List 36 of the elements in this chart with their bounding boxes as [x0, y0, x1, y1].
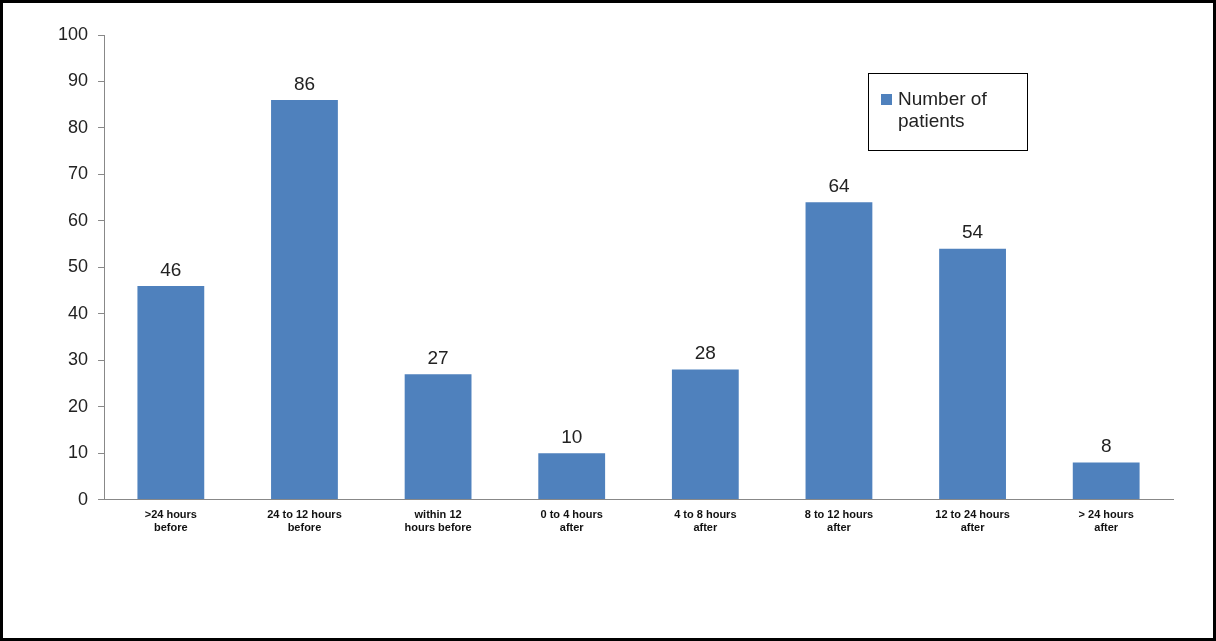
x-tick-label: 12 to 24 hours after	[935, 508, 1010, 534]
y-tick-label: 20	[68, 395, 89, 416]
bar	[538, 453, 606, 500]
legend-label: Number of patients	[898, 88, 988, 132]
y-tick-label: 10	[68, 442, 89, 463]
y-tick-label: 100	[57, 23, 89, 44]
y-tick-label: 90	[68, 70, 89, 91]
data-label: 8	[1100, 435, 1112, 457]
bar	[404, 374, 472, 500]
data-label: 27	[427, 346, 449, 368]
bar	[805, 202, 873, 500]
y-tick-label: 80	[68, 116, 89, 137]
bar	[271, 100, 338, 500]
bar	[1072, 462, 1140, 500]
x-tick-label: 8 to 12 hours after	[804, 508, 874, 534]
data-label: 64	[828, 174, 850, 196]
data-label: 86	[293, 72, 316, 94]
y-tick-label: 50	[68, 256, 89, 277]
x-tick-label: >24 hours before	[144, 508, 197, 534]
bar	[137, 285, 205, 500]
data-label: 28	[694, 342, 716, 364]
y-tick-label: 70	[68, 163, 89, 184]
data-label: 46	[160, 258, 182, 280]
y-tick-label: 30	[68, 349, 89, 370]
x-tick-label: 0 to 4 hours after	[540, 508, 603, 534]
data-label: 10	[561, 425, 583, 447]
data-label: 54	[962, 221, 984, 243]
bar	[939, 248, 1006, 500]
x-tick-label: 4 to 8 hours after	[674, 508, 737, 534]
y-tick-label: 40	[68, 302, 89, 323]
x-tick-label: within 12 hours before	[404, 508, 472, 534]
y-tick-label: 60	[68, 209, 89, 230]
x-tick-label: 24 to 12 hours before	[267, 508, 342, 534]
y-tick-label: 0	[78, 488, 89, 509]
bar	[671, 369, 739, 500]
x-tick-label: > 24 hours after	[1078, 508, 1134, 534]
